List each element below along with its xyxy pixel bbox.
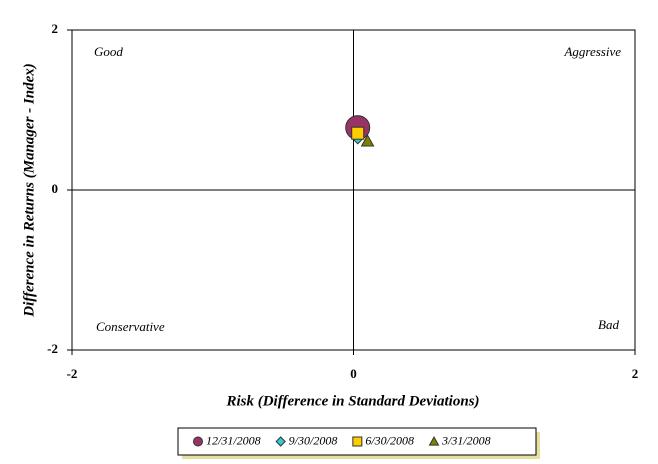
x-tick-label: 2 <box>632 366 639 381</box>
y-axis-title: Difference in Returns (Manager - Index) <box>21 63 37 317</box>
point <box>351 126 365 140</box>
legend-label: 6/30/2008 <box>365 433 414 447</box>
point <box>360 134 375 147</box>
legend-label: 12/31/2008 <box>206 433 261 447</box>
legend-marker <box>193 436 203 447</box>
legend-marker <box>428 435 440 446</box>
y-tick-label: 2 <box>52 21 59 36</box>
annotation: Conservative <box>96 319 165 334</box>
legend-marker <box>352 436 363 447</box>
x-axis-title: Risk (Difference in Standard Deviations) <box>225 393 479 409</box>
legend-label: 3/31/2008 <box>441 433 491 447</box>
legend-marker <box>275 436 286 447</box>
annotation: Aggressive <box>563 44 621 59</box>
annotation: Good <box>94 44 123 59</box>
y-tick-label: 0 <box>52 181 59 196</box>
y-tick-label: -2 <box>47 341 58 356</box>
x-tick-label: -2 <box>67 366 78 381</box>
x-tick-label: 0 <box>350 366 357 381</box>
legend-label: 9/30/2008 <box>289 433 338 447</box>
annotation: Bad <box>598 317 619 332</box>
